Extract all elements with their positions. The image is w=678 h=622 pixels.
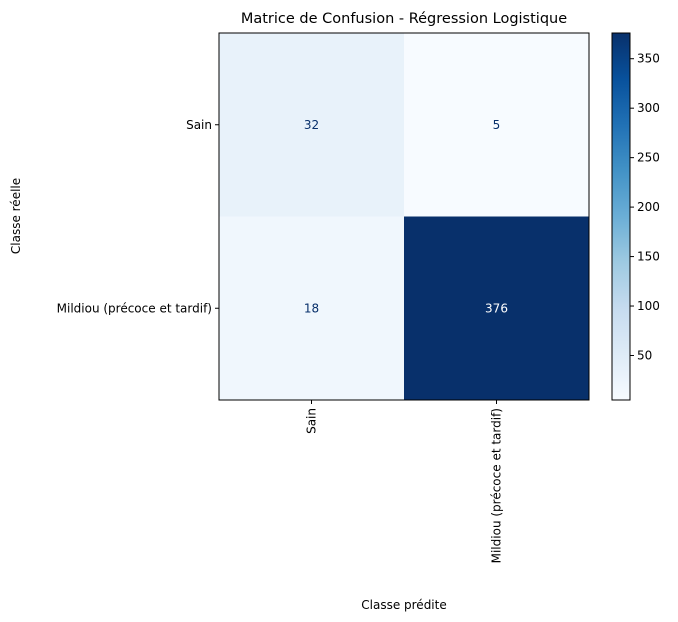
heatmap-cell (219, 216, 404, 400)
colorbar-tick-label: 50 (637, 348, 652, 362)
colorbar-tick-label: 250 (637, 151, 660, 165)
x-tick-label: Sain (305, 408, 319, 434)
y-tick-label: Sain (186, 118, 212, 132)
colorbar-tick-label: 300 (637, 101, 660, 115)
colorbar-tick-label: 150 (637, 250, 660, 264)
x-axis-label: Classe prédite (361, 598, 446, 612)
y-tick-label: Mildiou (précoce et tardif) (57, 301, 212, 315)
chart-title: Matrice de Confusion - Régression Logist… (241, 11, 567, 27)
y-axis-label: Classe réelle (9, 178, 23, 254)
colorbar-tick-label: 100 (637, 299, 660, 313)
cell-value-label: 18 (304, 301, 319, 315)
heatmap-cell (404, 216, 589, 400)
cell-value-label: 32 (304, 118, 319, 132)
heatmap-cell (404, 33, 589, 217)
cell-value-label: 5 (493, 118, 501, 132)
colorbar (611, 32, 631, 401)
colorbar-tick-label: 350 (637, 52, 660, 66)
heatmap-cell (219, 33, 404, 217)
colorbar-tick-label: 200 (637, 200, 660, 214)
plot-frame (218, 32, 590, 401)
cell-value-label: 376 (485, 301, 508, 315)
x-tick-label: Mildiou (précoce et tardif) (490, 408, 504, 563)
